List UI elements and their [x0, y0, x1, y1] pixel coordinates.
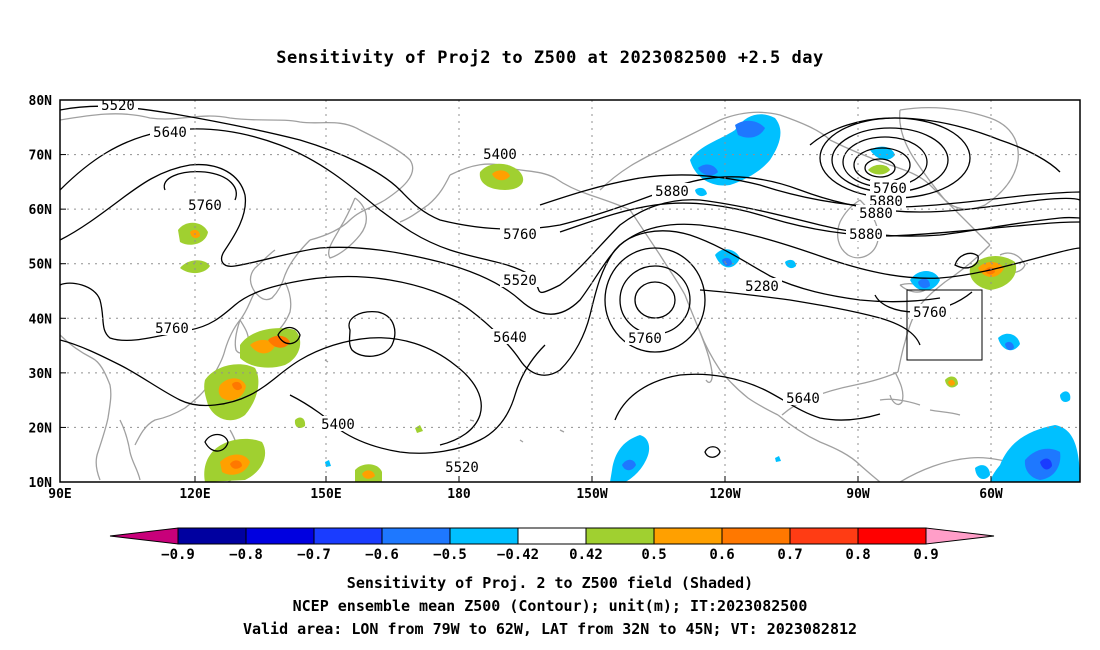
contour-label: 5760	[500, 226, 540, 243]
lat-tick-label: 20N	[29, 421, 53, 436]
valid-area-box	[906, 289, 983, 361]
svg-text:5760: 5760	[155, 321, 189, 337]
colorbar-low-extend	[109, 527, 179, 545]
colorbar-bin	[789, 527, 859, 545]
longitude-axis: 90E 120E 150E 180 150W 120W 90W 60W	[48, 476, 1003, 502]
colorbar-bin	[585, 527, 655, 545]
colorbar-label: −0.8	[229, 547, 263, 563]
colorbar-label: −0.5	[433, 547, 467, 563]
colorbar-label: −0.42	[497, 547, 539, 563]
contour-label: 5400	[318, 416, 358, 433]
colorbar-high-extend	[925, 527, 995, 545]
svg-text:5640: 5640	[153, 125, 187, 141]
contour-label: 5640	[783, 390, 823, 407]
lon-tick-label: 150E	[310, 487, 341, 502]
sensitivity-shading	[178, 114, 1080, 482]
contour-label: 5880	[652, 183, 692, 200]
lon-tick-label: 90E	[48, 487, 71, 502]
lat-tick-label: 80N	[29, 94, 53, 109]
gridlines	[60, 100, 1080, 482]
contour-label: 5880	[846, 226, 886, 243]
lat-tick-label: 50N	[29, 258, 53, 273]
colorbar-bin	[177, 527, 247, 545]
lon-tick-label: 90W	[846, 487, 870, 502]
colorbar-bin	[653, 527, 723, 545]
map-frame	[59, 99, 1081, 483]
lon-tick-label: 150W	[576, 487, 607, 502]
svg-text:5400: 5400	[483, 147, 517, 163]
contour-label: 5520	[442, 459, 482, 476]
lon-tick-label: 60W	[979, 487, 1003, 502]
svg-text:5400: 5400	[321, 417, 355, 433]
colorbar-label: −0.9	[161, 547, 195, 563]
latitude-axis: 80N 70N 60N 50N 40N 30N 20N 10N	[29, 94, 66, 491]
lat-tick-label: 30N	[29, 367, 53, 382]
svg-text:5880: 5880	[859, 206, 893, 222]
svg-text:5880: 5880	[655, 184, 689, 200]
colorbar-bin	[517, 527, 587, 545]
svg-text:5640: 5640	[493, 330, 527, 346]
contour-label: 5760	[152, 320, 192, 337]
contour-label: 5760	[910, 304, 950, 321]
lon-tick-label: 180	[447, 487, 471, 502]
colorbar-bin	[381, 527, 451, 545]
colorbar-bin	[245, 527, 315, 545]
colorbar-bin	[721, 527, 791, 545]
colorbar-label: 0.9	[913, 547, 938, 563]
lat-tick-label: 60N	[29, 203, 53, 218]
plot-title: Sensitivity of Proj2 to Z500 at 20230825…	[276, 48, 824, 68]
lat-tick-label: 40N	[29, 312, 53, 327]
colorbar-label: −0.7	[297, 547, 331, 563]
svg-text:5520: 5520	[101, 98, 135, 114]
svg-text:5520: 5520	[445, 460, 479, 476]
colorbar-label: 0.42	[569, 547, 603, 563]
svg-text:5760: 5760	[503, 227, 537, 243]
contour-labels: 5520 5640 5760 5400 5760 5520 5640 5760 5760 5880…	[98, 97, 950, 476]
svg-text:5520: 5520	[503, 273, 537, 289]
caption-shaded: Sensitivity of Proj. 2 to Z500 field (Sh…	[346, 574, 754, 592]
svg-text:5880: 5880	[849, 227, 883, 243]
colorbar-label: 0.7	[777, 547, 802, 563]
colorbar-label: 0.5	[641, 547, 666, 563]
contour-label: 5280	[742, 278, 782, 295]
colorbar-label: 0.8	[845, 547, 870, 563]
contour-label: 5880	[856, 205, 896, 222]
caption-valid-area: Valid area: LON from 79W to 62W, LAT fro…	[242, 620, 858, 638]
svg-text:5760: 5760	[913, 305, 947, 321]
lon-tick-label: 120W	[709, 487, 740, 502]
colorbar: −0.9 −0.8 −0.7 −0.6 −0.5 −0.42 0.42 0.5 0.6 0.7 0.…	[109, 527, 995, 563]
svg-text:5640: 5640	[786, 391, 820, 407]
lon-tick-label: 120E	[179, 487, 210, 502]
lat-tick-label: 10N	[29, 476, 53, 491]
svg-text:5280: 5280	[745, 279, 779, 295]
contour-label: 5640	[490, 329, 530, 346]
contour-label: 5640	[150, 124, 190, 141]
lat-tick-label: 70N	[29, 149, 53, 164]
colorbar-bin	[449, 527, 519, 545]
contour-label: 5520	[500, 272, 540, 289]
caption-contour: NCEP ensemble mean Z500 (Contour); unit(…	[292, 597, 808, 615]
colorbar-bin	[313, 527, 383, 545]
contour-label: 5760	[625, 330, 665, 347]
svg-text:5760: 5760	[188, 198, 222, 214]
colorbar-label: 0.6	[709, 547, 734, 563]
contour-label: 5400	[480, 146, 520, 163]
svg-text:5760: 5760	[628, 331, 662, 347]
contour-label: 5760	[185, 197, 225, 214]
colorbar-bin	[857, 527, 927, 545]
colorbar-label: −0.6	[365, 547, 399, 563]
